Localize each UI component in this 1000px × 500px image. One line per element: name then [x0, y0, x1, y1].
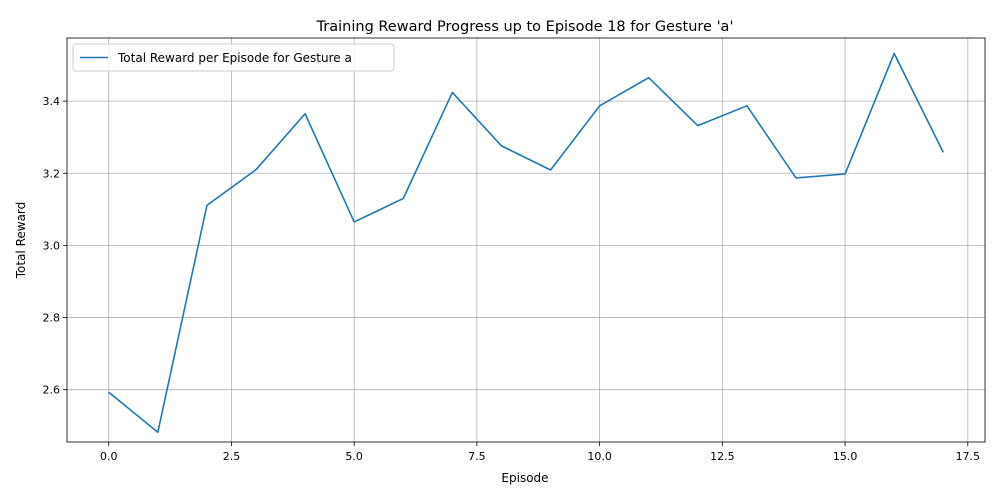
y-tick-label: 2.6: [43, 384, 61, 397]
y-axis: 2.6 2.8 3.0 3.2 3.4: [43, 95, 67, 397]
x-tick-label: 12.5: [710, 450, 735, 463]
x-tick-label: 7.5: [468, 450, 486, 463]
x-tick-label: 2.5: [223, 450, 241, 463]
y-tick-label: 2.8: [43, 312, 61, 325]
x-tick-label: 15.0: [833, 450, 858, 463]
legend-label: Total Reward per Episode for Gesture a: [117, 51, 352, 65]
y-tick-label: 3.2: [43, 167, 61, 180]
x-axis: 0.0 2.5 5.0 7.5 10.0 12.5 15.0 17.5: [100, 442, 980, 463]
chart-title: Training Reward Progress up to Episode 1…: [316, 19, 734, 35]
legend: Total Reward per Episode for Gesture a: [72, 43, 395, 72]
y-tick-label: 3.4: [43, 95, 61, 108]
x-tick-label: 0.0: [100, 450, 118, 463]
series-layer: [108, 52, 944, 434]
y-tick-label: 3.0: [43, 239, 61, 252]
x-tick-label: 5.0: [345, 450, 363, 463]
y-axis-title: Total Reward: [14, 202, 28, 280]
plot-frame: [66, 37, 986, 443]
grid: [67, 38, 985, 442]
series-line: [108, 52, 944, 434]
x-tick-label: 17.5: [956, 450, 981, 463]
x-axis-title: Episode: [501, 471, 548, 485]
x-tick-label: 10.0: [587, 450, 612, 463]
legend-box: [72, 43, 395, 72]
